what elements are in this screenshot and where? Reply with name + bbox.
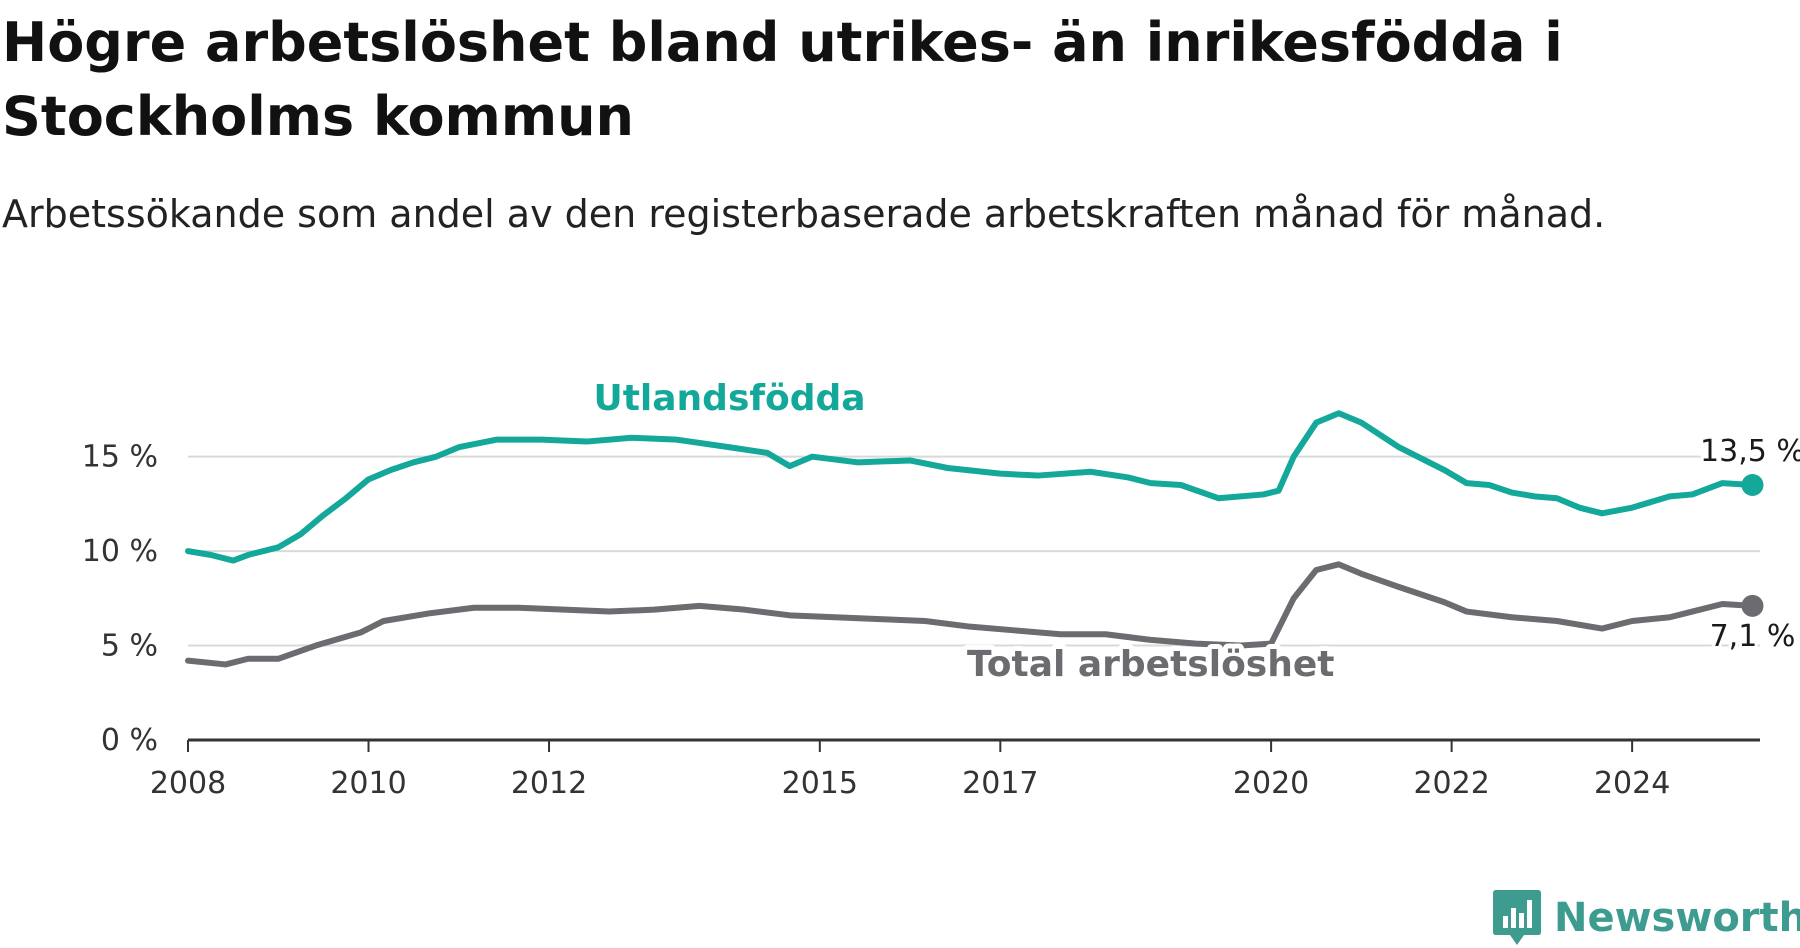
y-axis-ticks: 0 % 5 % 10 % 15 % <box>82 440 158 758</box>
end-value-label: 13,5 % <box>1700 434 1800 469</box>
x-tick-label: 2020 <box>1233 766 1309 801</box>
x-tick-label: 2012 <box>511 766 587 801</box>
series-labels: Utlandsfödda Total arbetslöshet 13,5 % 7,1 … <box>588 373 1800 690</box>
line-chart: 0 %5 %10 %15 % 2008 2010 2012 2015 2017 2020 2… <box>81 373 1800 801</box>
brand-name: Newsworthy <box>1554 895 1800 941</box>
y-tick-label: 10 % <box>82 534 158 569</box>
chart-subtitle: Arbetssökande som andel av den registerb… <box>2 192 1606 236</box>
series-name-label: Total arbetslöshet <box>967 644 1335 685</box>
series-end-marker <box>1741 594 1764 617</box>
bar-chart-badge-icon <box>1493 890 1541 945</box>
chart-title: Högre arbetslöshet bland utrikes- än inr… <box>2 11 1563 148</box>
x-tick-label: 2022 <box>1413 766 1489 801</box>
x-tick-label: 2017 <box>962 766 1038 801</box>
series-end-marker <box>1741 474 1764 496</box>
total-unemployment-line <box>185 561 1756 668</box>
x-tick-label: 2010 <box>330 766 406 801</box>
gridlines <box>188 455 1760 742</box>
end-value-label: 7,1 % <box>1710 619 1796 654</box>
x-tick-label: 2008 <box>150 766 226 801</box>
series-lines <box>185 410 1764 668</box>
series-name-label: Utlandsfödda <box>593 378 865 419</box>
newsworthy-logo[interactable]: Newsworthy <box>1492 888 1800 948</box>
foreign-born-line <box>185 410 1756 564</box>
y-tick-label: 5 % <box>101 629 158 664</box>
x-tick-label: 2015 <box>782 766 858 801</box>
y-tick-label: 15 % <box>82 440 158 475</box>
x-axis-ticks: 2008 2010 2012 2015 2017 2020 2022 2024 <box>150 740 1670 801</box>
x-tick-label: 2024 <box>1594 766 1670 801</box>
y-tick-label: 0 % <box>101 723 158 758</box>
